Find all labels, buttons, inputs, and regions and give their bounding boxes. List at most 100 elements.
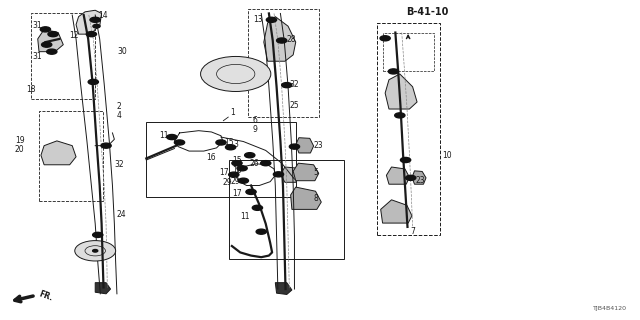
Text: 11: 11 [159, 131, 168, 140]
Text: 22: 22 [214, 70, 224, 79]
Text: B-41-10: B-41-10 [406, 7, 449, 17]
Text: 15: 15 [224, 138, 234, 147]
Circle shape [48, 32, 58, 37]
Circle shape [380, 36, 390, 41]
Text: 29: 29 [223, 178, 232, 187]
Text: 20: 20 [15, 145, 24, 154]
Circle shape [246, 189, 256, 195]
Circle shape [256, 229, 266, 234]
Text: 7: 7 [411, 227, 415, 236]
Polygon shape [76, 10, 102, 34]
Polygon shape [381, 200, 412, 223]
Circle shape [406, 175, 416, 180]
Text: 23: 23 [416, 176, 426, 185]
Circle shape [282, 83, 292, 88]
Polygon shape [291, 187, 321, 209]
Circle shape [88, 79, 99, 84]
Circle shape [101, 143, 111, 148]
Polygon shape [280, 167, 300, 182]
Polygon shape [95, 283, 111, 294]
Circle shape [244, 153, 255, 158]
Circle shape [238, 178, 248, 183]
Text: TJB4B4120: TJB4B4120 [593, 306, 627, 311]
Circle shape [228, 172, 239, 177]
Bar [378, 23, 440, 235]
Text: 30: 30 [117, 47, 127, 56]
Text: 6: 6 [253, 116, 258, 125]
Polygon shape [41, 141, 76, 165]
Text: 26: 26 [250, 159, 259, 168]
Circle shape [388, 69, 399, 74]
Text: 32: 32 [289, 80, 299, 89]
Polygon shape [38, 29, 63, 52]
Polygon shape [293, 163, 319, 181]
Text: 10: 10 [443, 151, 452, 160]
Text: 14: 14 [98, 12, 108, 20]
Polygon shape [275, 283, 292, 294]
Polygon shape [412, 171, 426, 184]
Text: 29: 29 [230, 177, 240, 186]
Bar [31, 13, 95, 100]
Text: 4: 4 [117, 111, 122, 120]
Text: 11: 11 [240, 212, 250, 221]
Circle shape [289, 144, 300, 149]
Text: 5: 5 [314, 168, 319, 177]
Text: 13: 13 [253, 15, 262, 24]
Circle shape [401, 157, 411, 163]
Circle shape [273, 172, 284, 177]
Circle shape [93, 250, 98, 252]
Text: 1: 1 [230, 108, 236, 117]
Text: 31: 31 [33, 52, 42, 61]
Circle shape [174, 140, 184, 145]
Circle shape [237, 166, 247, 171]
Circle shape [395, 113, 405, 118]
Polygon shape [387, 167, 410, 184]
Text: 15: 15 [232, 156, 241, 165]
Bar [248, 9, 319, 117]
Text: 24: 24 [117, 210, 127, 219]
Circle shape [266, 17, 276, 22]
Circle shape [216, 140, 226, 145]
Circle shape [232, 161, 242, 166]
Text: 18: 18 [26, 85, 36, 94]
Circle shape [167, 134, 177, 140]
Circle shape [47, 49, 57, 54]
Text: 25: 25 [289, 101, 299, 110]
Text: 31: 31 [33, 21, 42, 30]
Circle shape [40, 27, 51, 32]
Circle shape [75, 241, 116, 261]
Circle shape [200, 56, 271, 92]
Circle shape [93, 24, 100, 28]
Circle shape [93, 232, 103, 237]
Text: 28: 28 [287, 35, 296, 44]
Polygon shape [385, 74, 417, 109]
Text: 17: 17 [219, 168, 228, 177]
Circle shape [90, 17, 100, 22]
Circle shape [42, 42, 52, 47]
Text: 9: 9 [253, 125, 258, 134]
Circle shape [225, 145, 236, 150]
Text: 16: 16 [232, 166, 241, 175]
Polygon shape [264, 17, 296, 61]
Text: 16: 16 [206, 153, 216, 162]
Bar [229, 160, 344, 259]
Circle shape [276, 38, 287, 43]
Text: 17: 17 [232, 189, 241, 198]
Text: 12: 12 [70, 31, 79, 40]
Text: 27: 27 [81, 252, 90, 261]
Polygon shape [296, 138, 314, 153]
Circle shape [260, 161, 271, 166]
Bar [39, 111, 103, 201]
Circle shape [252, 205, 262, 210]
Text: 32: 32 [115, 160, 124, 169]
Text: FR.: FR. [38, 290, 54, 303]
Circle shape [86, 32, 97, 37]
Text: 23: 23 [314, 141, 323, 150]
Text: 21: 21 [214, 60, 224, 69]
Bar [383, 33, 434, 71]
Bar [147, 122, 296, 197]
Text: 8: 8 [314, 194, 318, 204]
Text: 3: 3 [234, 140, 239, 149]
Text: 2: 2 [117, 102, 122, 111]
Text: 19: 19 [15, 136, 24, 145]
